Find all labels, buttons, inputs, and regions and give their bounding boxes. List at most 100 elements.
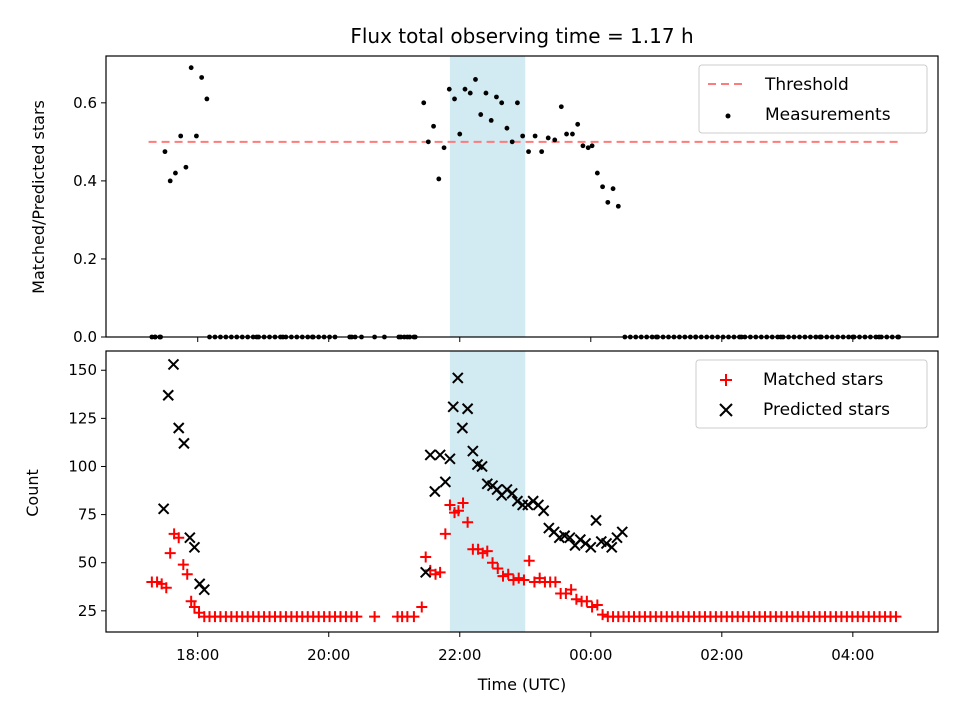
bottom-axes-frame — [105, 350, 939, 633]
measurement-point — [425, 139, 431, 145]
predicted-star-marker — [439, 476, 452, 488]
x-axis-label: Time (UTC) — [477, 675, 566, 694]
predicted-star-marker — [444, 453, 456, 465]
measurement-point — [580, 143, 586, 149]
x-tick-label: 20:00 — [307, 646, 350, 664]
matched-star-marker — [434, 566, 446, 578]
measurement-point — [564, 131, 569, 137]
predicted-star-marker — [506, 487, 518, 500]
x-tick-label: 04:00 — [831, 646, 874, 664]
matched-star-marker — [369, 611, 381, 623]
legend-predicted-label: Predicted stars — [763, 400, 890, 420]
matched-star-marker — [502, 568, 514, 580]
bottom-legend-box — [695, 359, 928, 429]
matched-star-marker — [177, 559, 189, 571]
predicted-star-marker — [606, 541, 618, 554]
predicted-star-marker — [434, 449, 446, 461]
matched-star-marker — [570, 593, 582, 605]
measurement-point — [615, 203, 621, 209]
matched-star-marker — [420, 551, 432, 563]
predicted-star-marker — [173, 422, 185, 434]
measurement-point — [552, 137, 558, 143]
measurement-point — [600, 184, 605, 190]
measurement-point — [478, 112, 484, 117]
legend-matched-swatch — [720, 374, 732, 386]
bottom-y-tick-label: 100 — [68, 457, 97, 475]
bottom-y-tick-label: 50 — [78, 554, 97, 572]
matched-star-marker — [185, 595, 197, 607]
measurement-point — [558, 104, 564, 110]
measurement-point — [539, 149, 545, 155]
measurement-point — [446, 86, 452, 92]
predicted-star-marker — [178, 437, 190, 450]
top-axes-frame — [105, 55, 939, 338]
measurement-point — [610, 186, 616, 192]
measurement-point — [605, 199, 611, 205]
top-y-tick-label: 0.6 — [73, 94, 97, 112]
predicted-star-marker — [564, 531, 576, 544]
measurement-point — [194, 133, 199, 139]
predicted-star-marker — [447, 401, 459, 413]
x-tick-label: 00:00 — [569, 646, 612, 664]
measurement-point — [167, 178, 173, 184]
matched-star-marker — [487, 557, 499, 569]
matched-star-marker — [452, 505, 464, 517]
measurement-point — [483, 90, 489, 96]
measurement-point — [515, 100, 520, 106]
bottom-y-axis: 25 50 75 100 125 150 — [68, 361, 106, 620]
measurement-point — [526, 149, 531, 155]
measurement-point — [178, 133, 184, 139]
measurement-point — [594, 170, 600, 176]
highlight-band-top — [449, 56, 526, 337]
predicted-star-marker — [167, 358, 180, 371]
matched-star-marker — [565, 584, 577, 596]
matched-star-marker — [481, 545, 493, 557]
matched-star-points — [146, 497, 902, 623]
top-y-tick-label: 0.4 — [73, 172, 97, 190]
predicted-star-marker — [476, 460, 488, 473]
matched-star-marker — [408, 611, 420, 623]
measurement-point — [520, 133, 526, 139]
measurement-point — [467, 90, 473, 96]
predicted-star-marker — [537, 505, 550, 517]
top-x-ticks — [197, 337, 854, 342]
measurement-point — [162, 149, 168, 155]
measurement-point — [473, 77, 478, 82]
measurement-point — [545, 135, 551, 141]
highlight-band — [449, 56, 526, 337]
ratio-panel: Flux total observing time = 1.17 h 0.00.… — [29, 24, 939, 346]
measurement-point — [494, 94, 499, 100]
matched-star-marker — [513, 572, 525, 584]
legend-measurements-label: Measurements — [765, 105, 891, 125]
measurement-point — [199, 75, 205, 80]
measurement-point — [462, 86, 468, 92]
predicted-star-marker — [585, 541, 597, 554]
matched-star-marker — [416, 601, 428, 613]
matched-star-marker — [549, 576, 561, 588]
matched-star-marker — [518, 574, 530, 586]
predicted-star-marker — [590, 514, 602, 527]
matched-star-marker — [890, 611, 902, 623]
bottom-y-tick-label: 125 — [68, 409, 97, 427]
count-panel: 25 50 75 100 125 150 18:00 20:00 22:00 00:00 02:0… — [23, 350, 939, 694]
predicted-star-marker — [452, 372, 464, 384]
top-y-tick-label: 0.0 — [73, 328, 97, 346]
matched-star-marker — [439, 528, 451, 540]
measurement-point — [589, 143, 595, 149]
top-legend: Threshold Measurements — [698, 64, 928, 134]
predicted-star-marker — [467, 445, 479, 457]
matched-star-marker — [462, 516, 474, 528]
predicted-star-marker — [424, 449, 436, 461]
matched-star-marker — [492, 562, 504, 574]
matched-star-marker — [597, 609, 609, 621]
matched-star-marker — [181, 568, 193, 580]
matched-star-marker — [173, 532, 185, 544]
x-tick-label: 18:00 — [176, 646, 219, 664]
predicted-star-marker — [162, 389, 174, 401]
matched-star-marker — [351, 611, 363, 623]
measurement-point — [188, 65, 194, 71]
measurement-point — [575, 121, 581, 127]
predicted-star-marker — [461, 403, 474, 415]
measurement-point — [570, 131, 575, 137]
